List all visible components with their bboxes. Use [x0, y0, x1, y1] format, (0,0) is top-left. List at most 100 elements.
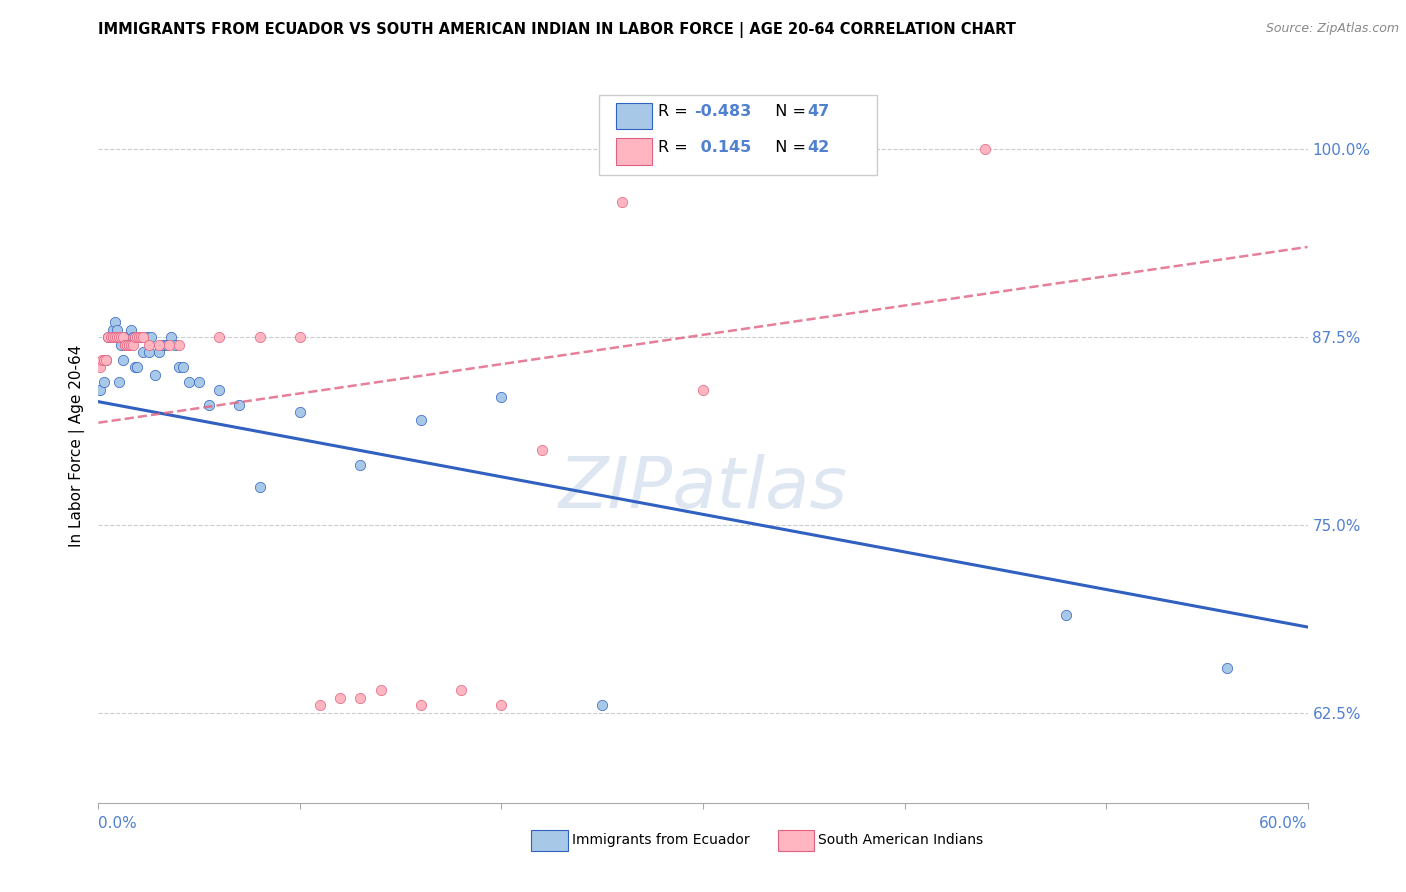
Point [114, 337, 136, 351]
Point [129, 330, 152, 344]
Point [128, 330, 150, 344]
Point [135, 330, 157, 344]
Point [208, 383, 231, 397]
Point [591, 698, 613, 713]
Point [167, 360, 190, 375]
Text: -0.483: -0.483 [695, 104, 752, 119]
Point [177, 375, 201, 389]
Point [111, 330, 134, 344]
Point [139, 330, 162, 344]
Point [249, 330, 271, 344]
Point [288, 405, 311, 419]
Point [138, 345, 160, 359]
Text: N =: N = [765, 140, 811, 154]
Point [138, 337, 160, 351]
Point [148, 345, 170, 359]
Point [491, 698, 513, 713]
Point [107, 330, 129, 344]
Text: N =: N = [765, 104, 811, 119]
Point [101, 330, 124, 344]
Text: IMMIGRANTS FROM ECUADOR VS SOUTH AMERICAN INDIAN IN LABOR FORCE | AGE 20-64 CORR: IMMIGRANTS FROM ECUADOR VS SOUTH AMERICA… [98, 22, 1017, 38]
Point [370, 683, 392, 698]
Point [110, 330, 132, 344]
Text: ZIPatlas: ZIPatlas [558, 454, 848, 524]
Point [107, 330, 129, 344]
Point [148, 337, 170, 351]
Point [309, 698, 332, 713]
Point [96, 352, 118, 367]
Point [96, 352, 118, 367]
Point [105, 322, 128, 336]
Text: R =: R = [658, 104, 693, 119]
Text: 60.0%: 60.0% [1260, 816, 1308, 831]
Point [105, 330, 128, 344]
Point [167, 337, 190, 351]
Text: 0.0%: 0.0% [98, 816, 138, 831]
Point [115, 337, 138, 351]
Point [163, 337, 186, 351]
Point [125, 360, 148, 375]
Point [118, 330, 141, 344]
Point [120, 337, 142, 351]
Text: 0.145: 0.145 [695, 140, 751, 154]
Point [692, 383, 714, 397]
Text: South American Indians: South American Indians [818, 833, 983, 847]
Point [143, 368, 166, 382]
Text: 47: 47 [807, 104, 830, 119]
Point [349, 690, 371, 705]
Point [103, 330, 125, 344]
Point [132, 330, 155, 344]
Point [132, 345, 155, 359]
Y-axis label: In Labor Force | Age 20-64: In Labor Force | Age 20-64 [69, 345, 84, 547]
Point [974, 142, 997, 156]
Point [612, 194, 634, 209]
Text: Source: ZipAtlas.com: Source: ZipAtlas.com [1265, 22, 1399, 36]
Point [172, 360, 194, 375]
Point [129, 330, 152, 344]
Point [198, 398, 221, 412]
Point [121, 337, 143, 351]
Point [93, 375, 115, 389]
Point [97, 330, 120, 344]
Point [409, 698, 432, 713]
Point [118, 337, 141, 351]
Point [160, 330, 183, 344]
Point [1216, 660, 1239, 674]
Point [152, 337, 174, 351]
Point [1054, 607, 1077, 622]
Point [97, 330, 120, 344]
Point [89, 383, 111, 397]
Point [100, 330, 122, 344]
Point [110, 337, 132, 351]
Point [530, 442, 553, 457]
Point [228, 398, 250, 412]
Text: R =: R = [658, 140, 693, 154]
Point [111, 352, 134, 367]
Point [89, 360, 111, 375]
Text: Immigrants from Ecuador: Immigrants from Ecuador [572, 833, 749, 847]
Point [115, 330, 138, 344]
Point [124, 360, 146, 375]
Point [329, 690, 352, 705]
Point [91, 352, 114, 367]
Point [349, 458, 371, 472]
Point [157, 337, 180, 351]
Point [107, 375, 129, 389]
Point [124, 330, 146, 344]
Point [114, 330, 136, 344]
Point [93, 352, 115, 367]
Point [450, 683, 472, 698]
Point [208, 330, 231, 344]
Point [100, 330, 122, 344]
Point [853, 142, 876, 156]
Point [120, 322, 142, 336]
Point [114, 337, 136, 351]
Point [249, 480, 271, 494]
Point [188, 375, 211, 389]
Point [121, 330, 143, 344]
Point [409, 413, 432, 427]
Point [103, 315, 125, 329]
Point [101, 322, 124, 336]
Point [124, 330, 146, 344]
Text: 42: 42 [807, 140, 830, 154]
